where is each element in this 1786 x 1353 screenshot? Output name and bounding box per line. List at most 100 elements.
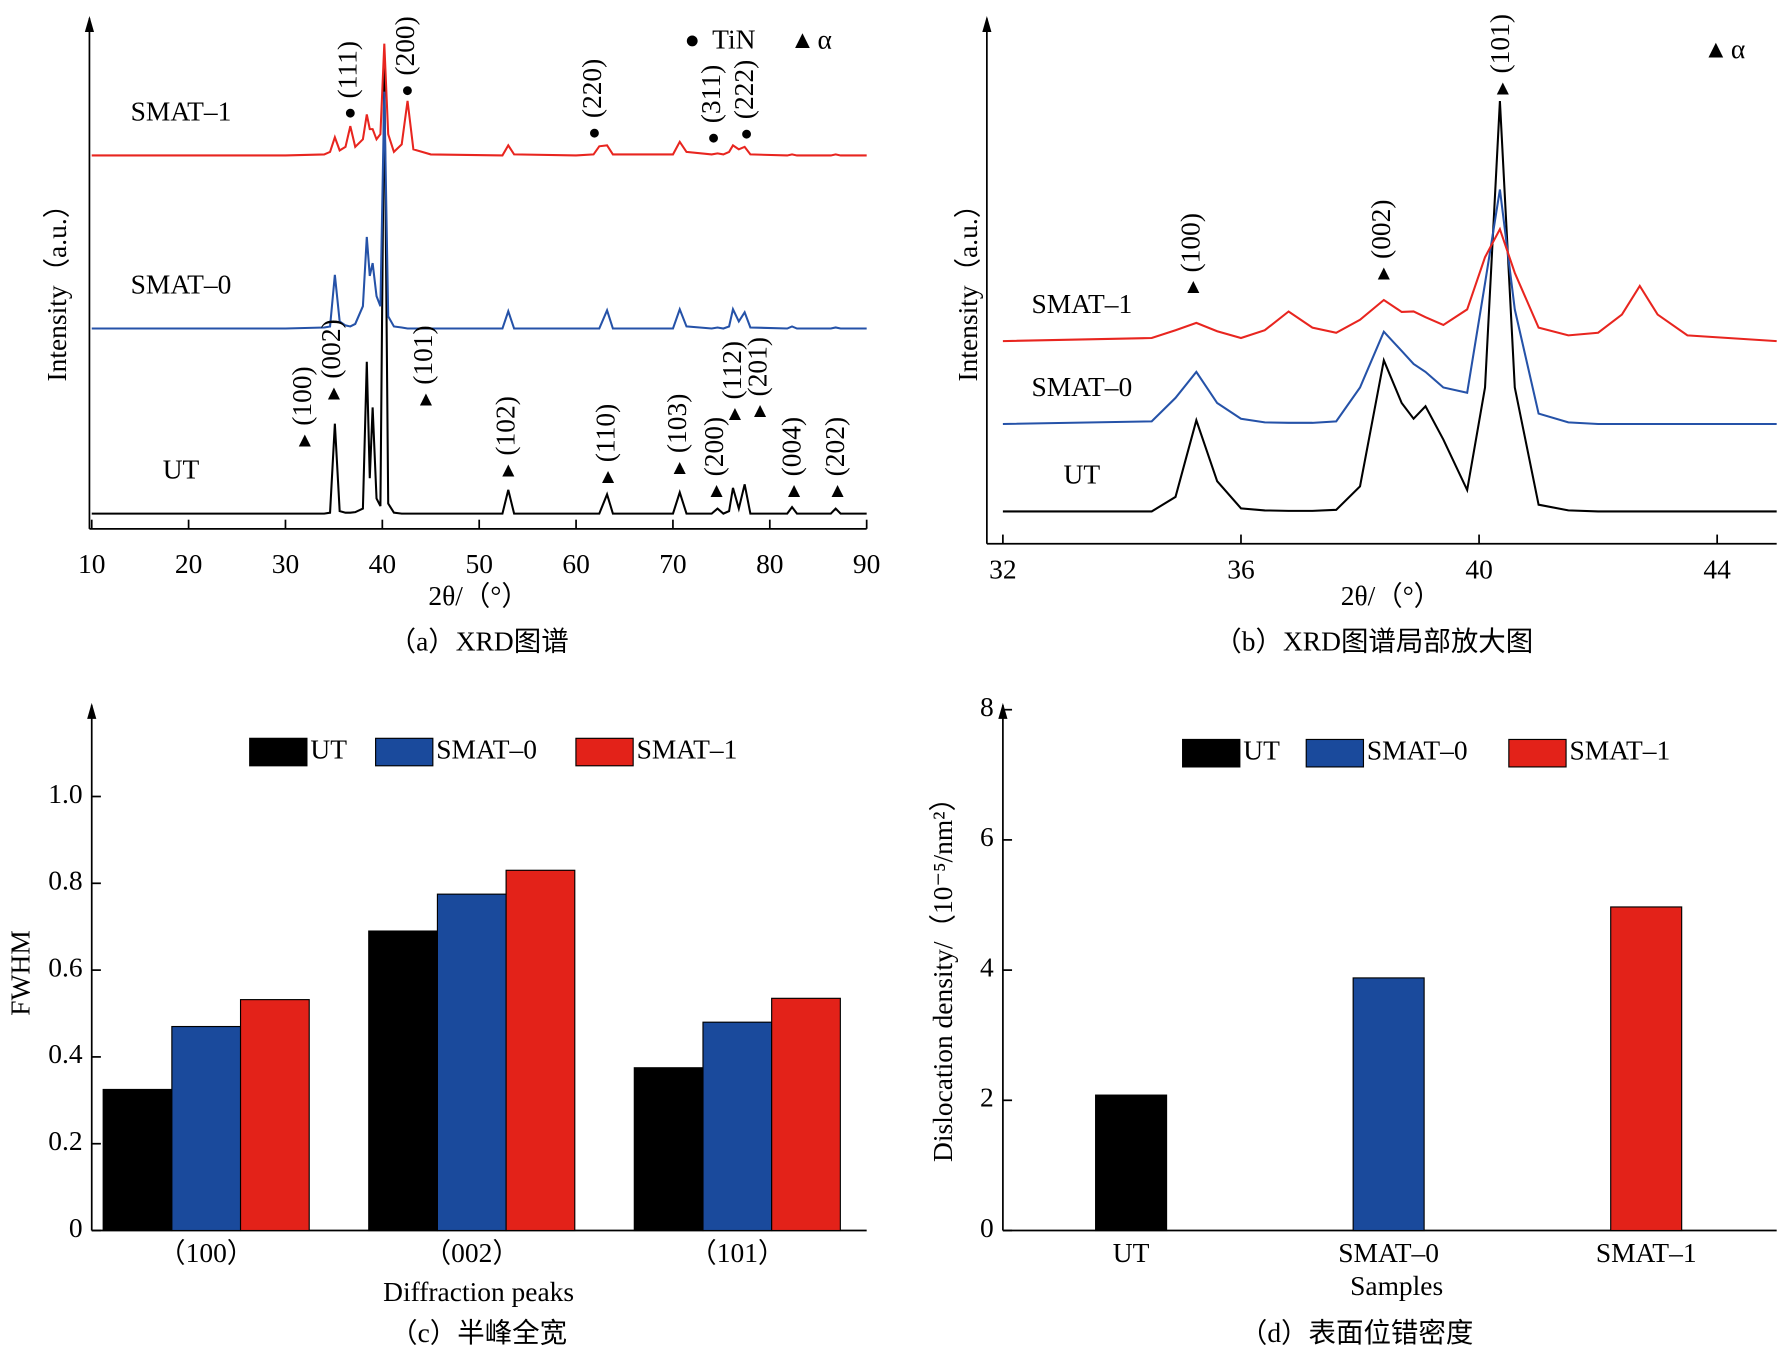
x-tick-label: （002） [424, 1238, 520, 1268]
peak-label: (222) [729, 60, 759, 119]
y-axis-label: FWHM [5, 930, 35, 1015]
bar [771, 997, 841, 1232]
peak-label: (311) [696, 65, 726, 123]
peak-label: (002) [1366, 199, 1396, 259]
legend-label: UT [310, 734, 347, 764]
legend-label: α [1731, 34, 1745, 64]
x-tick-label: UT [1113, 1238, 1150, 1268]
xrd-curve [1002, 101, 1777, 513]
x-tick-label: 40 [369, 549, 396, 579]
peak-marker: ▲ [498, 459, 518, 481]
legend-marker: ▲ [790, 27, 815, 54]
x-tick-label: SMAT–0 [1338, 1238, 1439, 1268]
y-tick-label: 8 [980, 692, 994, 722]
y-tick-label: 0.8 [48, 866, 82, 896]
peak-marker: ▲ [1183, 276, 1203, 298]
legend-label: SMAT–1 [1570, 735, 1671, 765]
bar [1610, 906, 1683, 1232]
legend-marker: ● [685, 27, 700, 54]
peak-label: (103) [662, 394, 692, 454]
y-tick-label: 4 [980, 952, 994, 982]
peak-marker: ● [344, 102, 356, 124]
x-tick-label: 80 [756, 549, 783, 579]
peak-label: (002) [316, 319, 346, 379]
peak-label: (004) [776, 417, 806, 477]
x-tick-label: 36 [1227, 555, 1254, 585]
peak-label: (100) [287, 366, 317, 426]
bar [239, 999, 310, 1232]
legend-swatch [375, 737, 434, 767]
series-label: UT [1064, 459, 1101, 489]
series-label: UT [163, 455, 200, 485]
peak-label: (200) [390, 16, 420, 75]
x-tick-label: 50 [465, 549, 492, 579]
xrd-curve [1002, 226, 1777, 343]
peak-label: (110) [590, 404, 620, 462]
x-tick-label: 60 [562, 549, 589, 579]
bar [633, 1067, 704, 1232]
legend-label: α [817, 25, 831, 55]
y-tick-label: 2 [980, 1083, 994, 1113]
peak-marker: ▲ [598, 466, 618, 488]
x-tick-label: 40 [1465, 555, 1492, 585]
bar [171, 1025, 242, 1232]
x-axis-label: Diffraction peaks [383, 1277, 574, 1307]
x-axis-label: 2θ/（°） [428, 581, 528, 611]
series-label: SMAT–1 [131, 97, 232, 127]
peak-marker: ▲ [416, 389, 436, 411]
y-axis-arrow [998, 702, 1008, 719]
x-tick-label: 90 [853, 549, 880, 579]
y-axis-arrow [982, 16, 992, 33]
x-axis-label: 2θ/（°） [1341, 581, 1441, 611]
legend-swatch [1305, 738, 1365, 768]
peak-label: (100) [1176, 213, 1206, 273]
legend-swatch [1182, 738, 1241, 768]
caption: （b）XRD图谱局部放大图 [1214, 627, 1533, 657]
y-axis-arrow [87, 702, 97, 719]
series-label: SMAT–1 [1031, 289, 1132, 319]
x-tick-label: 32 [989, 555, 1016, 585]
legend-swatch [575, 737, 634, 767]
x-tick-label: 20 [175, 549, 202, 579]
bar [368, 930, 438, 1232]
legend-label: SMAT–0 [436, 734, 537, 764]
y-tick-label: 0.6 [48, 952, 82, 982]
peak-label: (200) [699, 417, 729, 477]
x-tick-label: （101） [689, 1238, 785, 1268]
y-axis-label: Dislocation density/（10⁻⁵/nm²） [928, 784, 958, 1162]
x-tick-label: 44 [1703, 555, 1731, 585]
x-tick-label: 10 [78, 549, 105, 579]
caption: （d）表面位错密度 [1240, 1318, 1473, 1348]
legend-label: TiN [712, 25, 755, 55]
bar [1352, 977, 1425, 1232]
peak-label: (101) [1485, 14, 1515, 74]
xrd-curve [91, 43, 867, 157]
xrd-curve [91, 63, 867, 515]
peak-label: (201) [742, 337, 772, 396]
peak-label: (220) [577, 59, 607, 119]
peak-marker: ▲ [784, 480, 804, 502]
series-label: SMAT–0 [131, 270, 232, 300]
y-axis-label: Intensity（a.u.） [953, 191, 983, 382]
peak-marker: ▲ [670, 457, 690, 479]
peak-marker: ● [401, 79, 413, 101]
peak-label: (111) [333, 41, 363, 98]
bar [102, 1088, 173, 1232]
y-tick-label: 0.4 [48, 1039, 83, 1069]
peak-marker: ▲ [295, 430, 315, 452]
peak-marker: ▲ [725, 403, 745, 425]
peak-marker: ● [588, 122, 600, 144]
x-axis-label: Samples [1350, 1271, 1443, 1301]
x-tick-label: 30 [272, 549, 299, 579]
peak-marker: ▲ [1374, 263, 1394, 285]
peak-marker: ● [740, 123, 752, 145]
caption: （a）XRD图谱 [389, 627, 569, 657]
y-axis-label: Intensity（a.u.） [42, 191, 72, 382]
peak-marker: ▲ [1493, 77, 1513, 99]
bar [505, 869, 576, 1232]
peak-marker: ▲ [827, 480, 847, 502]
y-axis-arrow [84, 16, 95, 33]
x-tick-label: 70 [659, 549, 686, 579]
